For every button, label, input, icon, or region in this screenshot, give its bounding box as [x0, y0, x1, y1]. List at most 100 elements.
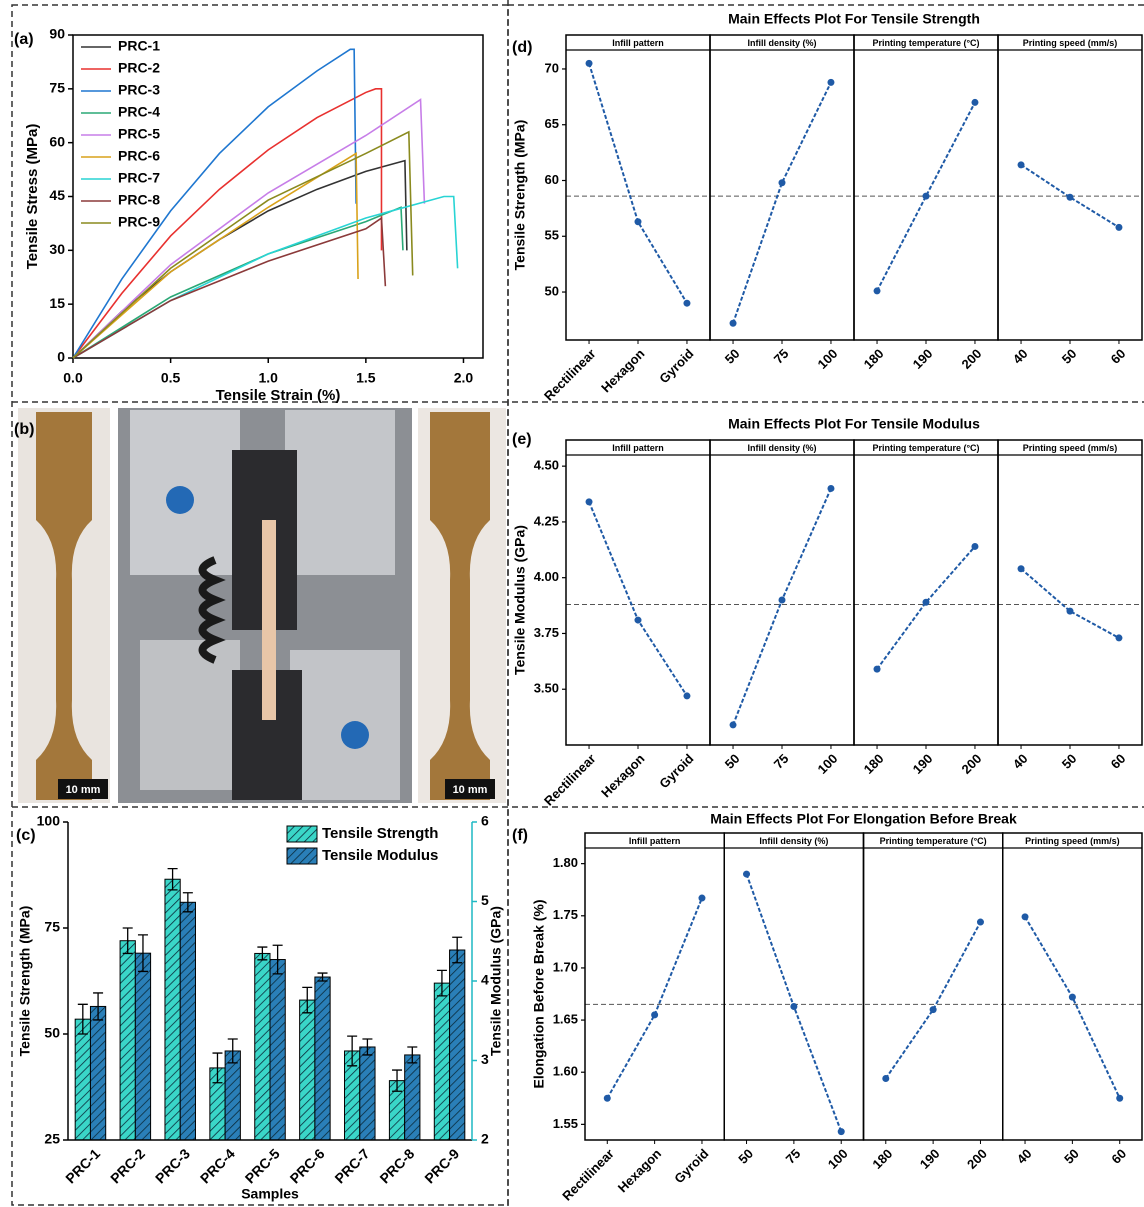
line: [72, 152, 359, 359]
x-tick-label: 100: [815, 751, 841, 777]
y-tick-label: 4.50: [534, 458, 559, 473]
effect-point: [1066, 193, 1074, 201]
x-tick-label: 100: [815, 346, 841, 372]
x-tick-label: 180: [861, 346, 887, 372]
effect-point: [1017, 161, 1025, 169]
scale-label: 10 mm: [453, 784, 488, 796]
error-bar: [392, 1069, 403, 1092]
x-tick-label: PRC-9: [421, 1145, 462, 1186]
y-tick-label: 1.75: [553, 907, 578, 922]
x-axis-label: Tensile Strain (%): [216, 387, 341, 404]
error-bar: [182, 892, 193, 913]
x-tick-label: 0.5: [161, 370, 181, 386]
error-bar: [436, 969, 447, 997]
effect-point: [873, 287, 881, 295]
x-tick-label: 75: [771, 346, 792, 367]
panel-label: (c): [16, 827, 36, 844]
x-tick-label: 180: [861, 751, 887, 777]
facet-header: Printing speed (mm/s): [1025, 836, 1120, 846]
effect-point: [1116, 1094, 1124, 1102]
x-tick-label: 50: [1059, 751, 1080, 772]
effect-line: [732, 488, 832, 726]
bar: [74, 1018, 91, 1141]
effect-point: [778, 179, 786, 187]
facet-header: Infill pattern: [612, 38, 664, 48]
sign: [341, 721, 369, 749]
x-tick-label: Rectilinear: [541, 346, 599, 404]
effect-point: [790, 1003, 798, 1011]
x-tick-label: 1.0: [259, 370, 279, 386]
y2-tick-label: 4: [481, 972, 489, 988]
error-bar: [212, 1052, 223, 1084]
legend-label: Tensile Strength: [322, 825, 438, 842]
error-bar: [93, 992, 104, 1021]
effect-point: [729, 721, 737, 729]
y-axis-label: Elongation Before Break (%): [531, 899, 547, 1088]
x-tick-label: 40: [1010, 751, 1031, 772]
facet-frame: [862, 832, 1004, 1141]
x-tick-label: 0.0: [63, 370, 83, 386]
facet-frame: [1002, 832, 1143, 1141]
chart-title: Main Effects Plot For Elongation Before …: [710, 811, 1017, 827]
effect-point: [683, 299, 691, 307]
y-tick-label: 70: [545, 60, 559, 75]
x-tick-label: Gyroid: [656, 751, 696, 791]
x-tick-label: 180: [869, 1146, 895, 1172]
bar: [119, 940, 136, 1141]
x-tick-label: PRC-8: [376, 1145, 417, 1186]
effect-line: [876, 545, 976, 670]
legend-label: PRC-7: [118, 170, 160, 186]
specimen: [262, 520, 276, 720]
panel-label: (f): [512, 827, 528, 844]
y-tick-label: 3.50: [534, 681, 559, 696]
x-tick-label: 200: [964, 1146, 990, 1172]
x-tick-label: 75: [771, 751, 792, 772]
x-tick-label: PRC-6: [287, 1145, 328, 1186]
x-tick-label: Rectilinear: [541, 751, 599, 809]
legend-label: PRC-9: [118, 214, 160, 230]
y2-tick-label: 6: [481, 813, 489, 829]
error-bar: [122, 927, 133, 955]
y-tick-label: 75: [49, 80, 65, 96]
x-tick-label: PRC-7: [331, 1145, 372, 1186]
bar: [179, 901, 196, 1141]
facet-header: Infill density (%): [747, 38, 816, 48]
effect-point: [585, 498, 593, 506]
x-tick-label: 60: [1108, 346, 1129, 367]
x-tick-label: 2.0: [454, 370, 474, 386]
y-tick-label: 1.55: [553, 1116, 578, 1131]
x-tick-label: 100: [825, 1146, 851, 1172]
x-tick-label: Hexagon: [615, 1146, 664, 1195]
effect-point: [1066, 607, 1074, 615]
x-tick-label: PRC-3: [152, 1145, 193, 1186]
scale-bar: [58, 779, 108, 799]
y-axis-label: Tensile Modulus (GPa): [512, 525, 528, 675]
effect-point: [1115, 634, 1123, 642]
facet-header: Infill density (%): [759, 836, 828, 846]
bar: [299, 999, 316, 1141]
effect-line: [1020, 568, 1120, 639]
facet-frame: [584, 832, 725, 1141]
y-tick-label: 1.70: [553, 959, 578, 974]
x-tick-label: Hexagon: [598, 346, 647, 395]
effect-line: [588, 501, 688, 697]
error-bar: [317, 972, 328, 982]
line: [72, 48, 357, 359]
facet-header: Printing speed (mm/s): [1023, 443, 1118, 453]
y-tick-label: 45: [49, 187, 65, 203]
error-bar: [77, 1003, 88, 1035]
effect-point: [1021, 913, 1029, 921]
panel-label: (d): [512, 39, 532, 56]
x-tick-label: 190: [917, 1146, 943, 1172]
legend-swatch: [286, 847, 318, 865]
y-tick-label: 75: [44, 919, 60, 935]
bar: [404, 1054, 421, 1141]
bar: [224, 1050, 241, 1141]
x-tick-label: 40: [1014, 1146, 1035, 1167]
bar: [359, 1046, 376, 1141]
x-tick-label: 50: [735, 1146, 756, 1167]
effect-point: [651, 1011, 659, 1019]
y-axis-label: Tensile Stress (MPa): [24, 124, 41, 270]
x-axis-label: Samples: [241, 1186, 299, 1202]
